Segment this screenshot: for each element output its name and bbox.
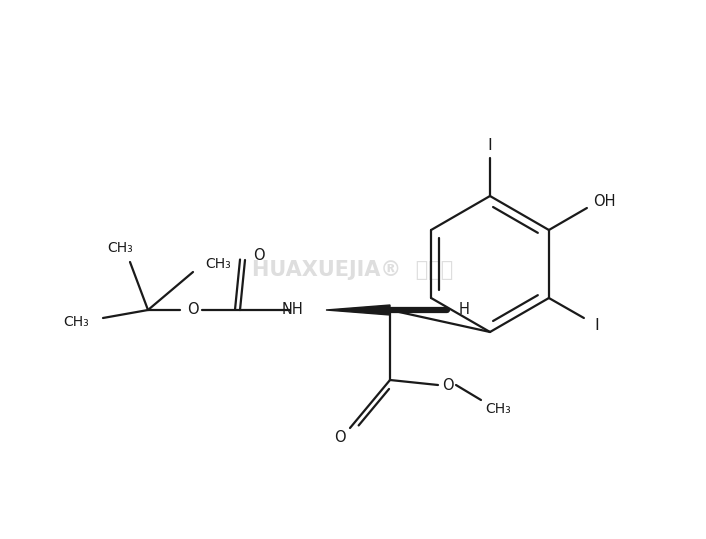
Text: CH₃: CH₃ bbox=[205, 257, 231, 271]
Text: NH: NH bbox=[281, 302, 303, 317]
Text: OH: OH bbox=[592, 195, 615, 210]
Text: CH₃: CH₃ bbox=[485, 402, 511, 416]
Text: O: O bbox=[334, 431, 346, 446]
Text: CH₃: CH₃ bbox=[63, 315, 89, 329]
Text: O: O bbox=[442, 377, 454, 392]
Text: O: O bbox=[253, 247, 265, 262]
Text: I: I bbox=[594, 319, 599, 334]
Text: H: H bbox=[459, 302, 470, 317]
Text: O: O bbox=[187, 302, 199, 317]
Text: I: I bbox=[488, 139, 492, 154]
Text: HUAXUEJIA®  化学加: HUAXUEJIA® 化学加 bbox=[252, 260, 454, 280]
Text: CH₃: CH₃ bbox=[107, 241, 133, 255]
Polygon shape bbox=[326, 305, 390, 315]
